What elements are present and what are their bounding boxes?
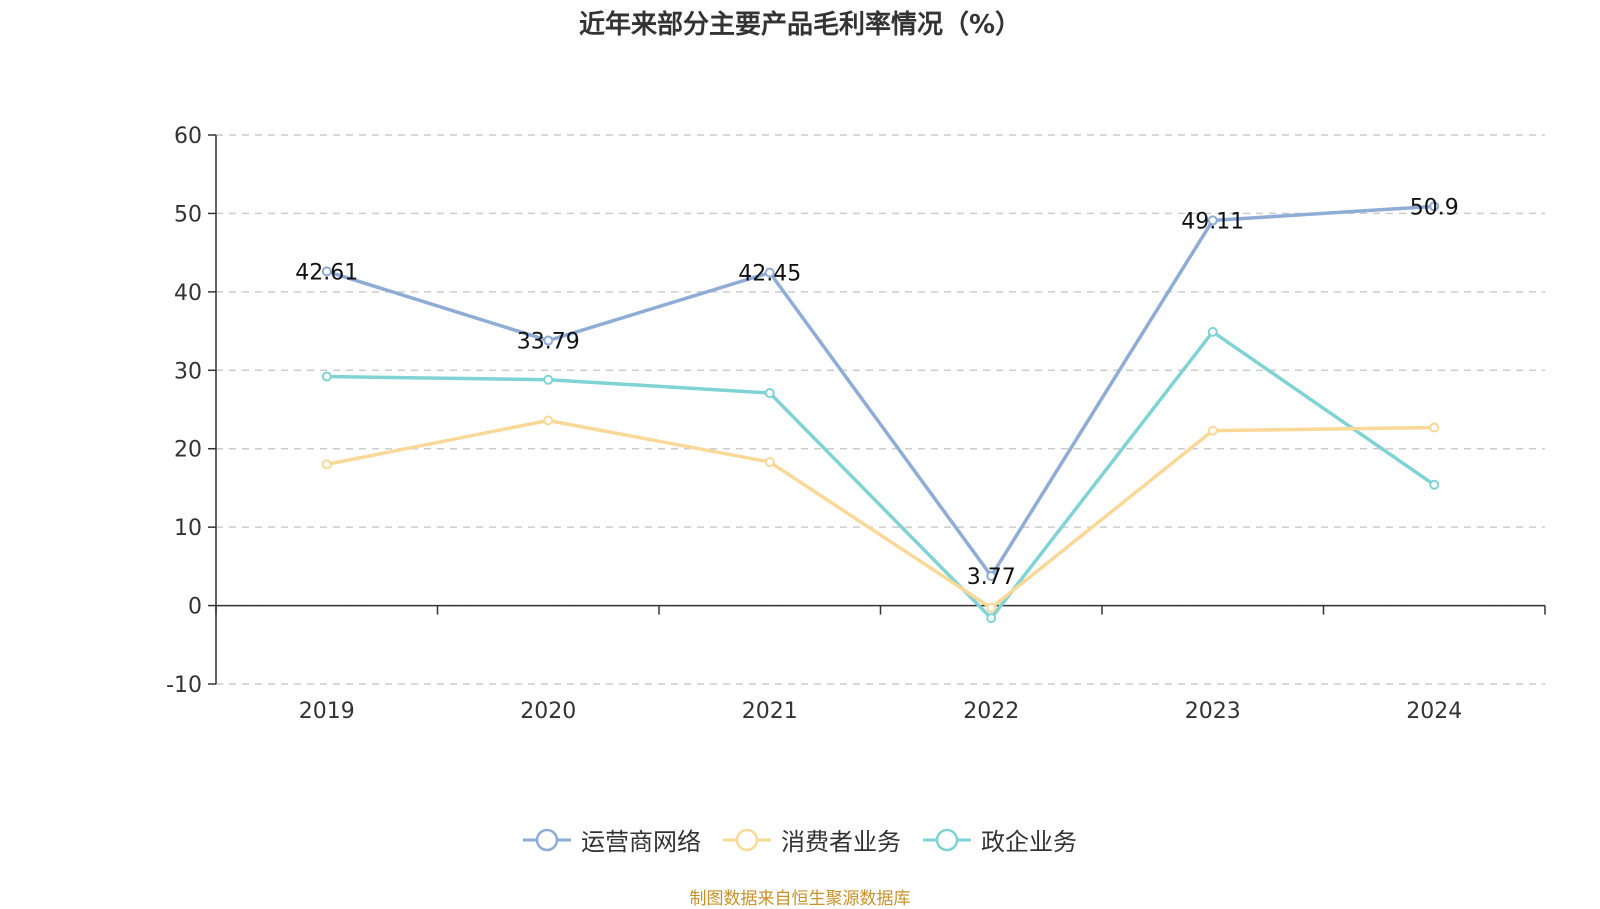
data-point [986,602,997,613]
legend-swatch-icon [923,828,971,851]
data-point [543,374,554,385]
data-point [986,613,997,624]
x-tick-label: 2020 [520,699,576,724]
legend-label: 运营商网络 [581,828,701,856]
y-tick-label: 0 [188,595,202,620]
data-point [764,457,775,468]
data-point [1207,425,1218,436]
legend: 运营商网络 消费者业务 政企业务 [0,822,1600,857]
x-tick-label: 2022 [963,699,1019,724]
data-point [1429,479,1440,490]
data-label: 49.11 [1181,209,1244,234]
data-point [764,388,775,399]
y-tick-label: 50 [174,202,202,227]
y-tick-label: 20 [174,438,202,463]
data-point [1207,326,1218,337]
data-label: 3.77 [967,565,1016,590]
data-point [321,371,332,382]
data-point [543,335,554,346]
series-line-2 [326,418,1435,610]
legend-item[interactable]: 消费者业务 [723,822,901,857]
data-point [321,266,332,277]
y-tick-label: 60 [174,124,202,149]
data-point [321,459,332,470]
y-tick-label: -10 [166,673,202,698]
x-tick-label: 2021 [742,699,798,724]
chart-title: 近年来部分主要产品毛利率情况（%） [578,10,1022,40]
y-tick-label: 10 [174,516,202,541]
data-point [543,415,554,426]
data-label: 42.61 [295,260,358,285]
legend-label: 政企业务 [981,828,1077,856]
y-tick-label: 40 [174,281,202,306]
data-point [1429,422,1440,433]
data-label: 33.79 [517,330,580,355]
y-tick-label: 30 [174,359,202,384]
legend-item[interactable]: 运营商网络 [523,822,701,857]
data-point [1429,201,1440,212]
data-point [1207,215,1218,226]
legend-item[interactable]: 政企业务 [923,822,1077,857]
data-label: 42.45 [738,262,801,287]
data-point [986,571,997,582]
data-point [764,267,775,278]
legend-swatch-icon [723,828,771,851]
x-tick-label: 2024 [1406,699,1462,724]
series-line-3 [326,330,1436,620]
series-line-1 [326,204,1435,578]
source-note: 制图数据来自恒生聚源数据库 [689,889,911,909]
legend-label: 消费者业务 [781,828,901,856]
x-tick-label: 2019 [299,699,355,724]
data-label: 50.9 [1410,195,1459,220]
x-tick-label: 2023 [1185,699,1241,724]
legend-swatch-icon [523,828,571,851]
